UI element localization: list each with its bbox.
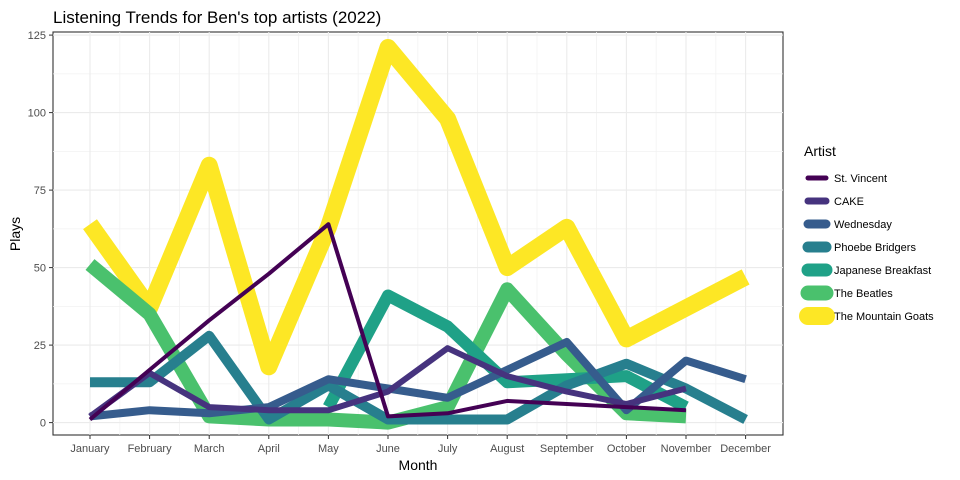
y-tick-label: 25 — [34, 340, 46, 352]
legend-label-cake: CAKE — [834, 196, 864, 208]
x-tick-label: September — [540, 443, 594, 455]
x-tick-label: December — [720, 443, 771, 455]
y-tick-label: 100 — [28, 108, 46, 120]
x-tick-label: March — [194, 443, 225, 455]
x-tick-label: February — [128, 443, 173, 455]
x-axis-title: Month — [399, 457, 438, 473]
y-tick-label: 50 — [34, 263, 46, 275]
y-tick-label: 0 — [40, 418, 46, 430]
legend-label-japanese-breakfast: Japanese Breakfast — [834, 265, 931, 277]
x-axis: January February March April May June July Augu… — [70, 435, 771, 455]
y-axis-title: Plays — [7, 217, 23, 251]
chart-title: Listening Trends for Ben's top artists (… — [53, 8, 381, 27]
x-tick-label: June — [376, 443, 400, 455]
x-tick-label: May — [318, 443, 339, 455]
legend-label-wednesday: Wednesday — [834, 219, 892, 231]
x-tick-label: April — [258, 443, 280, 455]
legend-label-phoebe-bridgers: Phoebe Bridgers — [834, 242, 916, 254]
y-tick-label: 125 — [28, 30, 46, 42]
series-line-the-mountain-goats — [83, 39, 750, 376]
x-tick-label: August — [490, 443, 524, 455]
series-line-japanese-breakfast — [323, 289, 689, 413]
legend-title: Artist — [804, 143, 836, 159]
x-tick-label: October — [607, 443, 646, 455]
legend-label-the-beatles: The Beatles — [834, 288, 893, 300]
y-tick-label: 75 — [34, 185, 46, 197]
legend-label-st-vincent: St. Vincent — [834, 173, 887, 185]
x-tick-label: July — [438, 443, 458, 455]
series-line-phoebe-bridgers — [90, 330, 748, 425]
legend-label-the-mountain-goats: The Mountain Goats — [834, 311, 934, 323]
series-lines — [83, 39, 750, 430]
x-tick-label: January — [70, 443, 110, 455]
y-axis: 0 25 50 75 100 125 — [28, 30, 53, 430]
legend: Artist St. Vincent CAKE Wednesday Phoebe Br… — [799, 143, 934, 325]
series-line-cake — [88, 345, 687, 419]
series-line-st-vincent — [88, 222, 687, 422]
x-tick-label: November — [661, 443, 712, 455]
